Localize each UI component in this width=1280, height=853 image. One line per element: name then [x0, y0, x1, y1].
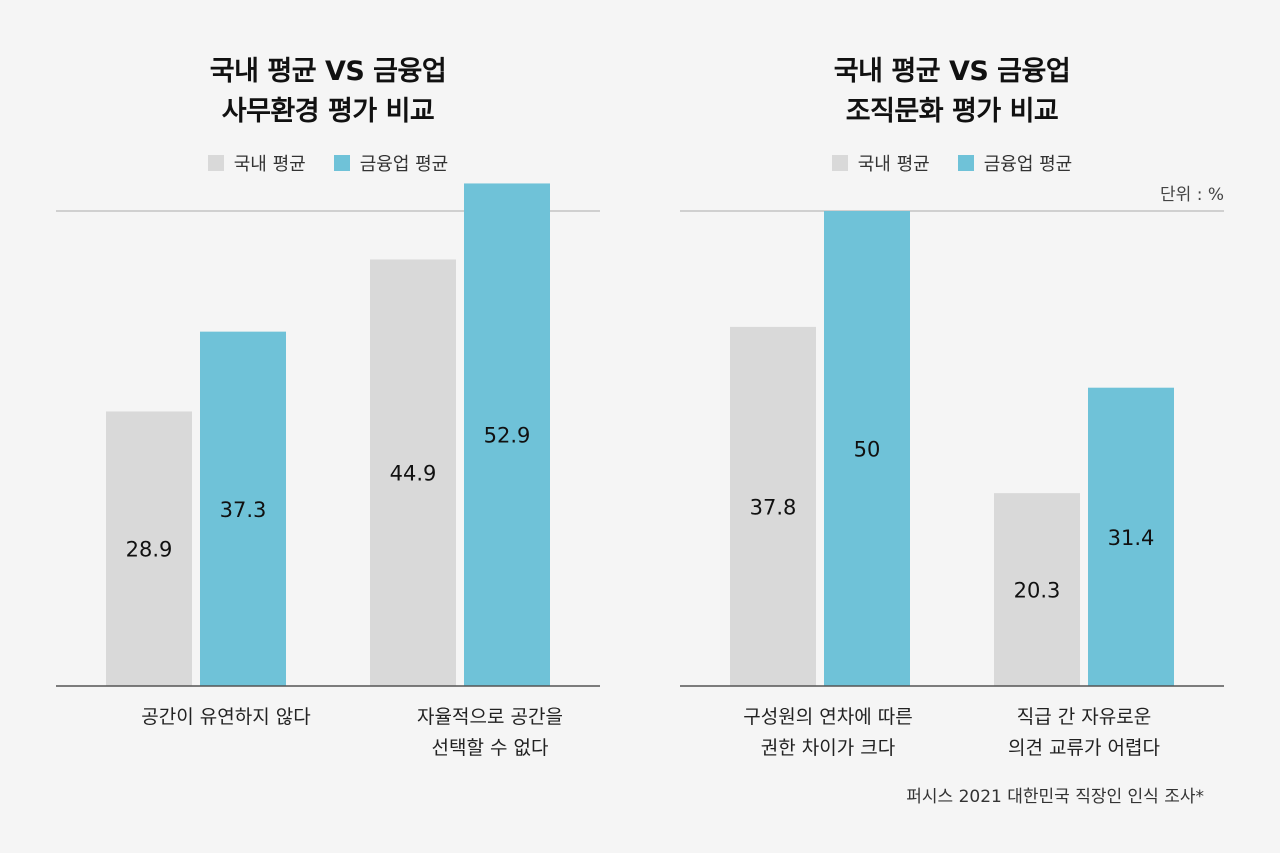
category-label: 구성원의 연차에 따른 권한 차이가 크다 [698, 702, 958, 764]
bar-finance [1088, 387, 1174, 686]
bar-chart-right: 37.8 50 20.3 31.4 [680, 210, 1224, 687]
legend: 국내 평균 금융업 평균 [680, 150, 1224, 176]
bar-domestic [730, 326, 816, 686]
chart-panel-right: 국내 평균 VS 금융업 조직문화 평가 비교 국내 평균 금융업 평균 단위 … [680, 0, 1224, 853]
chart-panel-left: 국내 평균 VS 금융업 사무환경 평가 비교 국내 평균 금융업 평균 28.… [56, 0, 600, 853]
data-label: 50 [854, 438, 881, 462]
category-label-line: 직급 간 자유로운 [1016, 706, 1152, 728]
legend-item-domestic: 국내 평균 [831, 150, 930, 176]
category-label-line: 공간이 유연하지 않다 [141, 706, 311, 728]
data-label: 37.3 [220, 498, 267, 522]
unit-label: 단위 : % [1160, 185, 1224, 205]
source-note: 퍼시스 2021 대한민국 직장인 인식 조사* [906, 787, 1204, 807]
legend-swatch-finance [957, 155, 974, 171]
legend-swatch-domestic [207, 155, 224, 171]
chart-title-line-1: 국내 평균 VS 금융업 [209, 56, 447, 87]
legend-item-finance: 금융업 평균 [333, 150, 449, 176]
legend: 국내 평균 금융업 평균 [56, 150, 600, 176]
category-label-line: 구성원의 연차에 따른 [743, 706, 913, 728]
bar-domestic [106, 411, 192, 686]
data-label: 28.9 [126, 538, 173, 562]
legend-label: 국내 평균 [233, 154, 306, 175]
legend-label: 국내 평균 [857, 154, 930, 175]
data-label: 37.8 [750, 495, 797, 519]
data-label: 52.9 [484, 424, 531, 448]
chart-title-line-2: 사무환경 평가 비교 [221, 96, 435, 127]
data-label: 44.9 [390, 462, 437, 486]
chart-title: 국내 평균 VS 금융업 조직문화 평가 비교 [680, 52, 1224, 132]
bar-domestic [370, 259, 456, 686]
category-label-line: 자율적으로 공간을 [417, 706, 563, 728]
category-label-line: 선택할 수 없다 [431, 737, 549, 759]
data-label: 20.3 [1014, 579, 1061, 603]
legend-swatch-domestic [831, 155, 848, 171]
category-label: 공간이 유연하지 않다 [96, 702, 356, 733]
chart-title-line-2: 조직문화 평가 비교 [845, 96, 1059, 127]
chart-title-line-1: 국내 평균 VS 금융업 [833, 56, 1071, 87]
bar-finance [464, 183, 550, 686]
category-label-line: 권한 차이가 크다 [760, 737, 896, 759]
legend-item-domestic: 국내 평균 [207, 150, 306, 176]
bar-domestic [994, 493, 1080, 686]
category-label: 자율적으로 공간을 선택할 수 없다 [360, 702, 620, 764]
bar-finance [824, 211, 910, 686]
legend-label: 금융업 평균 [359, 154, 449, 175]
data-label: 31.4 [1108, 526, 1155, 550]
bar-chart-left: 28.9 37.3 44.9 52.9 [56, 183, 600, 687]
category-label: 직급 간 자유로운 의견 교류가 어렵다 [954, 702, 1214, 764]
bar-finance [200, 331, 286, 686]
legend-swatch-finance [333, 155, 350, 171]
category-label-line: 의견 교류가 어렵다 [1008, 737, 1160, 759]
chart-title: 국내 평균 VS 금융업 사무환경 평가 비교 [56, 52, 600, 132]
legend-label: 금융업 평균 [983, 154, 1073, 175]
legend-item-finance: 금융업 평균 [957, 150, 1073, 176]
